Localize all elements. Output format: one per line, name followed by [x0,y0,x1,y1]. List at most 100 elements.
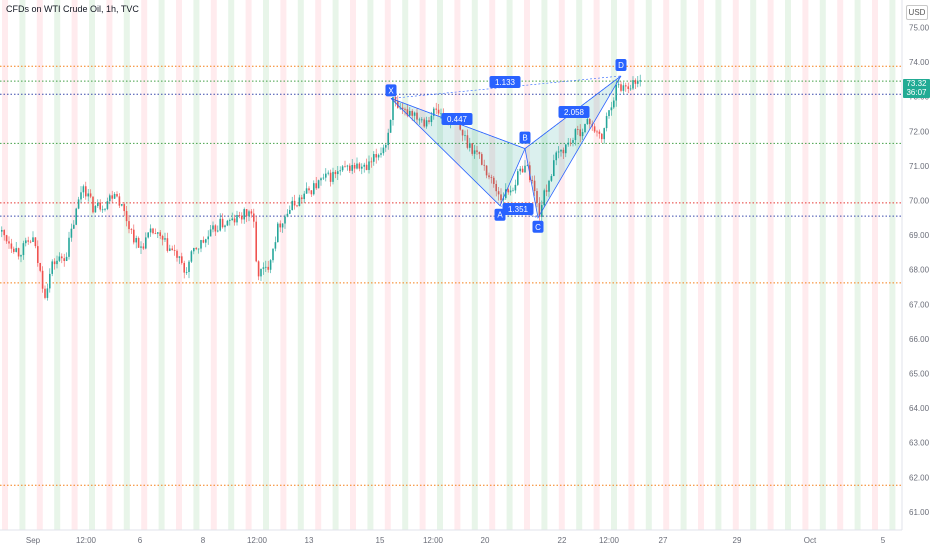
session-band [384,0,391,530]
candle-body [89,193,92,197]
time-tick-label: 5 [881,536,886,545]
candle-body [58,256,61,261]
candle-body [17,248,20,257]
candle-body [416,112,418,120]
time-tick-label: 20 [481,536,490,545]
session-band [106,0,113,530]
session-band [176,0,182,530]
candle-body [152,228,154,234]
candle-body [281,223,284,228]
time-tick-label: Sep [26,536,41,545]
candle-body [171,248,173,251]
candle-body [37,246,39,263]
candle-body [10,243,13,249]
candle-body [80,192,82,200]
price-tick-label: 70.00 [909,197,930,206]
session-band [785,0,791,530]
candle-body [325,173,327,178]
candle-body [25,240,27,244]
candle-body [548,180,550,192]
candle-body [507,189,509,193]
candle-body [1,230,3,232]
session-band [402,0,409,530]
pattern-ratio-label-box [489,76,521,88]
candle-body [310,190,313,195]
candle-body [373,154,375,162]
price-tick-label: 66.00 [909,335,930,344]
candle-body [349,165,351,171]
candle-body [274,242,277,249]
candle-body [430,115,433,123]
session-band [732,0,739,530]
candle-body [327,172,329,174]
candle-body [610,107,613,111]
candle-body [207,236,209,240]
candle-body [257,261,260,277]
pattern-ratio-label-box [441,113,473,125]
candle-body [53,261,56,265]
candle-body [509,190,512,193]
candle-body [217,230,219,232]
session-band [628,0,635,530]
candle-body [293,200,296,206]
candle-body [615,84,617,101]
time-tick-label: 22 [558,536,567,545]
candle-body [197,248,200,250]
session-band [802,0,809,530]
candle-body [99,202,101,210]
candle-body [423,119,425,127]
candle-body [22,243,25,256]
candle-body [178,256,181,258]
candle-body [406,109,409,116]
candle-body [212,225,214,230]
candle-body [569,142,572,144]
candle-body [483,164,485,166]
candle-body [574,129,577,141]
candle-body [298,197,301,206]
candle-body [209,229,212,237]
candle-body [137,238,140,248]
candle-body [550,176,553,181]
candle-body [356,163,358,169]
candle-body [226,220,229,226]
candle-body [519,168,521,172]
candle-body [485,165,488,176]
candle-body [269,260,272,270]
session-band [854,0,861,530]
candle-body [565,144,567,154]
candle-body [464,135,466,137]
session-band [193,0,200,530]
candle-body [586,119,589,125]
candle-body [61,256,63,259]
candle-body [581,132,584,137]
candle-body [224,225,226,228]
candle-body [399,107,401,109]
candle-body [437,109,440,114]
session-band [245,0,252,530]
candle-body [75,208,77,225]
session-band [158,0,165,530]
candle-body [272,248,274,261]
candle-body [183,262,185,273]
candle-body [245,209,248,217]
pattern-point-c: C [535,223,541,232]
session-band [350,0,356,530]
session-band [767,0,774,530]
harmonic-pattern [385,58,627,233]
candle-body [502,198,505,201]
candle-body [639,80,641,82]
candle-body [238,214,241,216]
pattern-point-b-box [519,131,531,144]
price-tick-label: 63.00 [909,439,930,448]
price-tick-label: 67.00 [909,300,930,309]
session-band [471,0,478,530]
price-tick-label: 62.00 [909,473,930,482]
candle-body [625,85,627,87]
time-tick-label: 15 [376,536,385,545]
currency-button[interactable]: USD [906,5,928,20]
price-tick-label: 72.00 [909,127,930,136]
session-band [889,0,896,530]
time-tick-label: 12:00 [76,536,97,545]
candle-body [538,202,541,217]
